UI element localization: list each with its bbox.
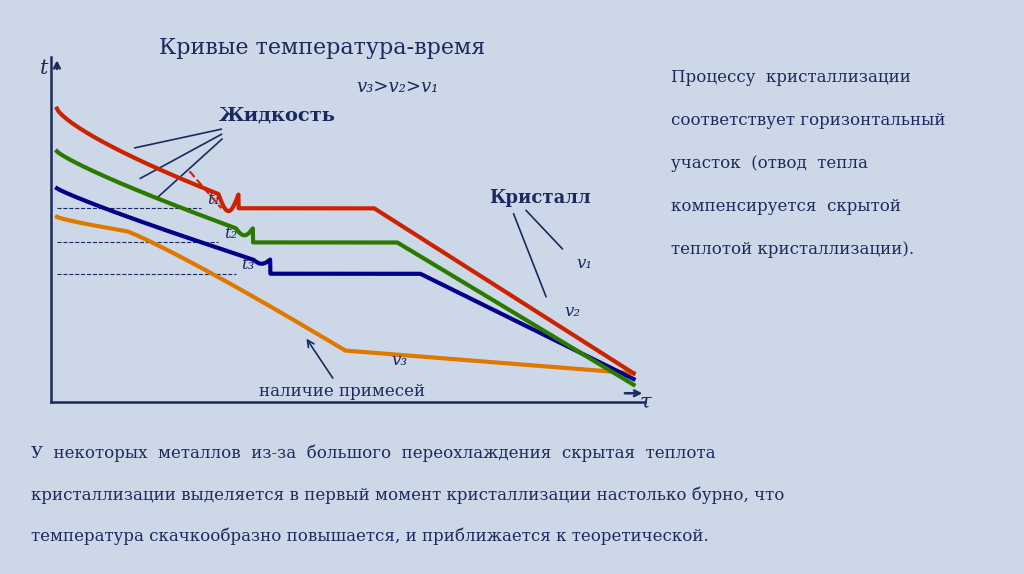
Text: кристаллизации выделяется в первый момент кристаллизации настолько бурно, что: кристаллизации выделяется в первый момен… [31, 486, 784, 503]
Text: v₃>v₂>v₁: v₃>v₂>v₁ [356, 77, 439, 95]
Text: температура скачкообразно повышается, и приближается к теоретической.: температура скачкообразно повышается, и … [31, 528, 709, 545]
Text: наличие примесей: наличие примесей [259, 340, 425, 400]
Text: τ: τ [639, 393, 651, 412]
Text: Процессу  кристаллизации: Процессу кристаллизации [671, 69, 910, 86]
Text: компенсируется  скрытой: компенсируется скрытой [671, 198, 901, 215]
Text: Кривые температура-время: Кривые температура-время [160, 37, 485, 59]
Text: t₂: t₂ [224, 225, 238, 242]
Text: t: t [40, 60, 48, 79]
Text: У  некоторых  металлов  из-за  большого  переохлаждения  скрытая  теплота: У некоторых металлов из-за большого пере… [31, 445, 715, 462]
Text: Кристалл: Кристалл [489, 189, 591, 207]
Text: v₃: v₃ [391, 352, 408, 369]
Text: участок  (отвод  тепла: участок (отвод тепла [671, 155, 867, 172]
Text: теплотой кристаллизации).: теплотой кристаллизации). [671, 241, 913, 258]
Text: t₃: t₃ [242, 257, 255, 273]
Text: соответствует горизонтальный: соответствует горизонтальный [671, 112, 945, 129]
Text: t₁: t₁ [207, 191, 220, 208]
Text: v₁: v₁ [575, 255, 592, 272]
Text: v₂: v₂ [564, 304, 581, 320]
Text: Жидкость: Жидкость [218, 106, 335, 124]
